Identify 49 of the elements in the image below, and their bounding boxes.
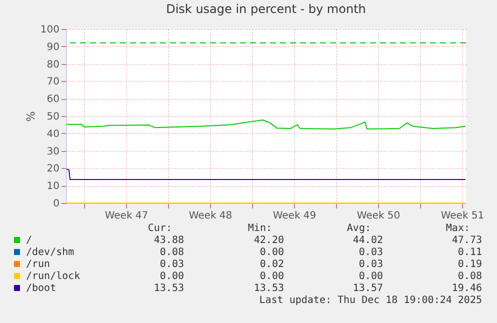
y-tick-label: 70 — [46, 76, 60, 88]
x-tick-label: Week 48 — [188, 210, 232, 222]
legend-label: /boot — [26, 283, 56, 294]
text: 0.08 — [160, 247, 184, 258]
text: 43.88 — [154, 235, 184, 246]
text: 0.11 — [458, 247, 482, 258]
x-tick-label: Week 49 — [272, 210, 316, 222]
x-tick-label: Week 50 — [356, 210, 400, 222]
y-tick-label: 90 — [46, 42, 60, 53]
y-tick-label: 30 — [46, 146, 60, 158]
text: Min: — [248, 223, 272, 234]
text: 0.19 — [458, 259, 482, 270]
y-tick-label: 100 — [40, 24, 60, 36]
legend-label: /run — [26, 259, 50, 270]
text: Max: — [446, 223, 470, 234]
text: Avg: — [346, 223, 371, 234]
legend-label: / — [26, 235, 32, 246]
y-tick-label: 40 — [46, 128, 60, 140]
text: 0.03 — [358, 247, 383, 258]
legend-label: /run/lock — [26, 271, 80, 282]
text: 0.00 — [260, 247, 284, 258]
x-tick-label: Week 51 — [440, 210, 484, 222]
text: 42.20 — [254, 235, 284, 246]
text: 19.46 — [452, 283, 482, 294]
text: 0.03 — [160, 259, 184, 270]
text: Last update: Thu Dec 18 19:00:24 2025 — [259, 295, 482, 306]
legend-label: /dev/shm — [26, 247, 74, 258]
y-tick-label: 60 — [46, 94, 60, 106]
text: 0.00 — [260, 271, 284, 282]
chart-title: Disk usage in percent - by month — [166, 2, 366, 16]
text: 0.00 — [160, 271, 184, 282]
text: 0.02 — [260, 259, 284, 270]
text: 13.57 — [352, 283, 383, 294]
y-tick-label: 20 — [46, 164, 60, 175]
y-tick-label: 0 — [53, 198, 60, 210]
text: 47.73 — [452, 235, 482, 246]
y-tick-label: 80 — [46, 59, 60, 70]
y-axis-title: % — [24, 111, 38, 122]
text: Cur: — [148, 223, 172, 234]
y-tick-label: 10 — [46, 181, 60, 192]
text: 0.00 — [358, 271, 383, 282]
line-series — [66, 120, 466, 130]
text: 0.03 — [358, 259, 383, 270]
y-tick-label: 50 — [46, 112, 60, 122]
text: 13.53 — [254, 283, 284, 294]
text: 0.08 — [458, 271, 482, 282]
text: 44.02 — [352, 235, 383, 246]
text: 13.53 — [154, 283, 184, 294]
x-tick-label: Week 47 — [104, 210, 148, 222]
